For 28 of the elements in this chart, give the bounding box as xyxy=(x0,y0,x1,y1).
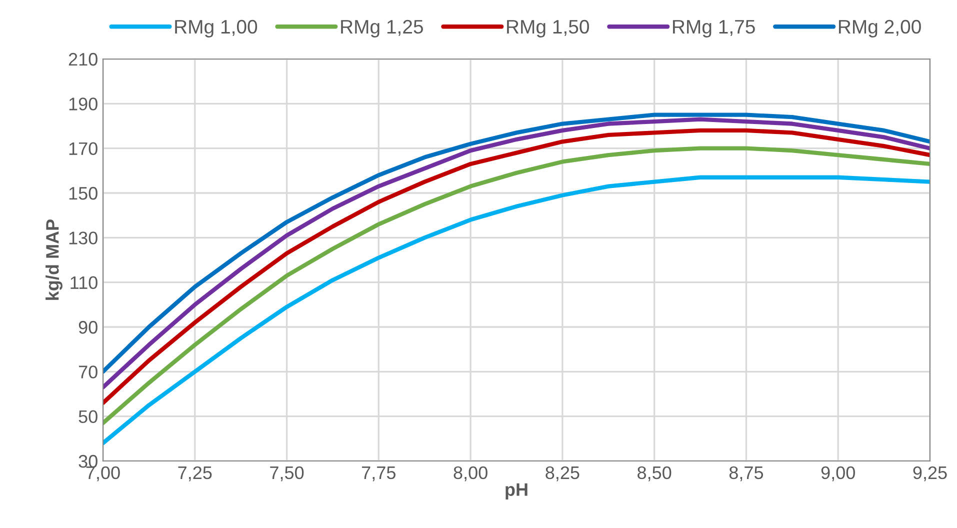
y-tick-label: 150 xyxy=(69,186,98,200)
x-tick-label: 7,50 xyxy=(270,466,304,482)
x-axis-title: pH xyxy=(506,483,528,500)
x-tick-label: 8,50 xyxy=(638,466,672,482)
x-tick-label: 8,75 xyxy=(729,466,764,482)
y-tick-label: 190 xyxy=(69,98,98,110)
x-tick-label: 9,25 xyxy=(913,466,947,482)
y-axis-title: kg/d MAP xyxy=(46,219,62,300)
y-tick-label: 130 xyxy=(69,232,98,244)
y-tick-label: 50 xyxy=(78,410,98,424)
x-tick-label: 8,25 xyxy=(546,466,580,482)
x-tick-label: 8,00 xyxy=(454,466,488,482)
y-tick-label: 170 xyxy=(69,142,98,156)
legend-label: RMg 1,50 xyxy=(507,20,590,38)
x-tick-label: 7,75 xyxy=(362,466,396,482)
legend-label: RMg 1,75 xyxy=(673,20,755,38)
legend-label: RMg 2,00 xyxy=(838,20,921,38)
y-tick-label: 110 xyxy=(70,276,98,290)
y-tick-label: 30 xyxy=(78,454,98,468)
legend-label: RMg 1,25 xyxy=(341,20,423,38)
y-tick-label: 90 xyxy=(78,320,98,334)
x-tick-label: 9,00 xyxy=(821,466,855,482)
y-tick-label: 210 xyxy=(68,52,98,66)
x-tick-label: 7,25 xyxy=(178,466,212,482)
line-series xyxy=(103,175,930,446)
x-tick-label: 7,00 xyxy=(86,466,120,482)
y-tick-label: 70 xyxy=(78,366,98,378)
legend-label: RMg 1,00 xyxy=(175,20,258,38)
